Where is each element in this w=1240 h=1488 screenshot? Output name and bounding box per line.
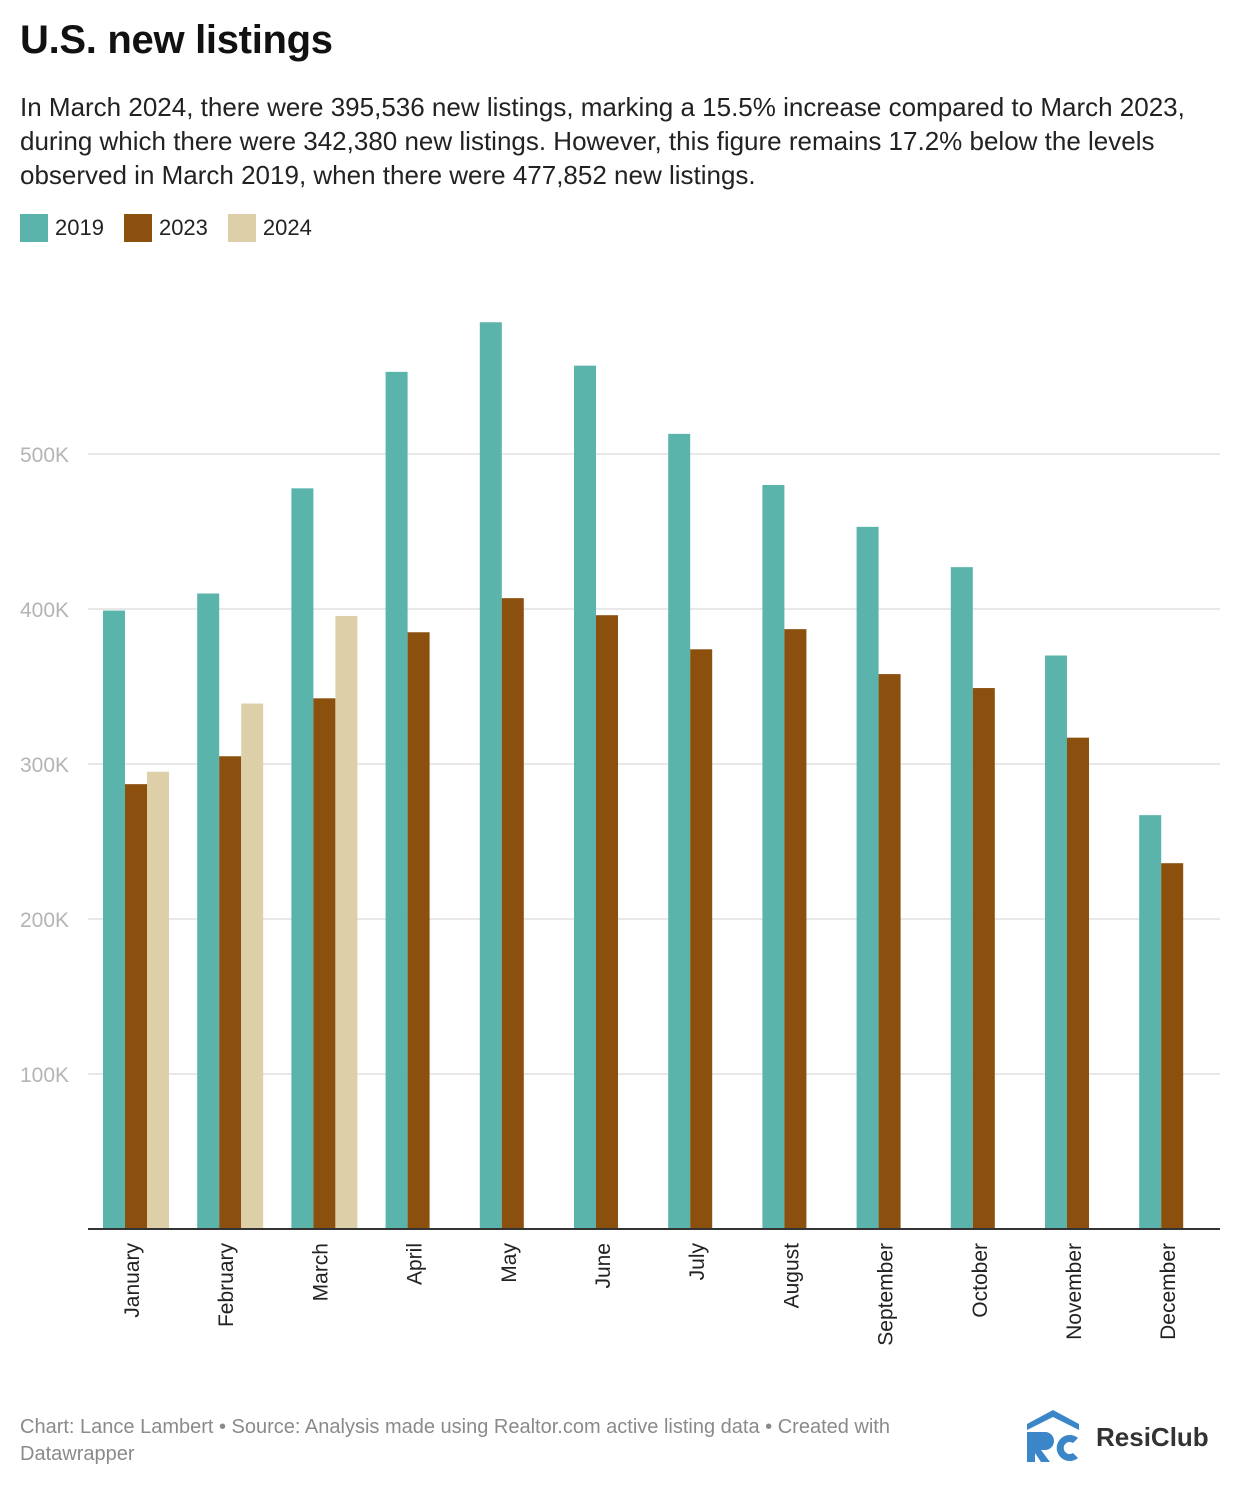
x-tick-label-august: August xyxy=(780,1243,803,1309)
y-tick-label-200K: 200K xyxy=(20,909,69,932)
bar-april-2023 xyxy=(407,632,430,1229)
legend-item-2023: 2023 xyxy=(123,214,208,242)
bar-february-2019 xyxy=(197,593,220,1229)
bar-march-2024 xyxy=(335,615,358,1229)
brand: ResiClub xyxy=(1024,1408,1209,1466)
bar-january-2024 xyxy=(147,771,169,1229)
bar-november-2019 xyxy=(1045,655,1067,1229)
x-tick-label-december: December xyxy=(1157,1243,1180,1340)
bar-september-2019 xyxy=(856,526,879,1229)
x-tick-label-january: January xyxy=(121,1243,144,1318)
legend-label-2019: 2019 xyxy=(55,215,104,240)
chart-legend: 2019 2023 2024 xyxy=(20,214,312,242)
x-tick-label-march: March xyxy=(309,1243,332,1301)
bar-november-2023 xyxy=(1067,737,1089,1229)
bar-january-2023 xyxy=(125,784,147,1229)
bar-june-2019 xyxy=(574,365,596,1229)
bar-august-2023 xyxy=(784,629,807,1229)
y-tick-label-500K: 500K xyxy=(20,444,69,467)
bar-january-2019 xyxy=(103,610,125,1229)
bar-chart: 100K 200K 300K 400K 500K January February March… xyxy=(20,322,1220,1346)
brand-name: ResiClub xyxy=(1096,1421,1209,1452)
x-tick-label-may: May xyxy=(498,1243,521,1283)
legend-swatch-2019 xyxy=(20,214,48,242)
bar-march-2023 xyxy=(313,698,336,1229)
legend-label-2023: 2023 xyxy=(158,215,208,240)
bar-february-2023 xyxy=(219,756,242,1229)
bar-september-2023 xyxy=(878,674,901,1229)
bar-april-2019 xyxy=(385,371,408,1230)
y-tick-label-100K: 100K xyxy=(20,1064,69,1087)
legend-label-2024: 2024 xyxy=(262,215,312,240)
bar-july-2019 xyxy=(668,433,691,1230)
bar-july-2023 xyxy=(690,649,713,1229)
bar-december-2019 xyxy=(1139,815,1162,1229)
bar-august-2019 xyxy=(762,485,785,1229)
bar-december-2023 xyxy=(1161,863,1184,1229)
bar-october-2019 xyxy=(950,567,973,1229)
legend-item-2024: 2024 xyxy=(227,214,312,242)
legend-swatch-2024 xyxy=(227,214,256,242)
x-tick-label-april: April xyxy=(404,1243,427,1285)
bar-march-2019 xyxy=(291,488,314,1229)
bar-october-2023 xyxy=(972,688,995,1229)
bar-may-2023 xyxy=(501,598,524,1229)
y-tick-label-300K: 300K xyxy=(20,754,69,777)
chart-title: U.S. new listings xyxy=(20,18,333,62)
bar-may-2019 xyxy=(479,322,502,1229)
x-tick-label-february: February xyxy=(215,1243,238,1328)
chart-description: In March 2024, there were 395,536 new li… xyxy=(20,92,1185,190)
y-tick-label-400K: 400K xyxy=(20,599,69,622)
x-tick-label-july: July xyxy=(686,1243,709,1281)
bar-june-2023 xyxy=(596,615,618,1229)
x-tick-label-october: October xyxy=(969,1243,992,1318)
legend-swatch-2023 xyxy=(123,214,152,242)
x-tick-label-september: September xyxy=(875,1243,898,1346)
legend-item-2019: 2019 xyxy=(20,214,104,242)
chart-footer: Chart: Lance Lambert • Source: Analysis … xyxy=(20,1416,890,1465)
resiclub-logo-icon xyxy=(1027,1410,1079,1462)
bar-february-2024 xyxy=(241,703,264,1229)
x-tick-label-june: June xyxy=(592,1243,615,1289)
x-tick-label-november: November xyxy=(1063,1243,1086,1340)
